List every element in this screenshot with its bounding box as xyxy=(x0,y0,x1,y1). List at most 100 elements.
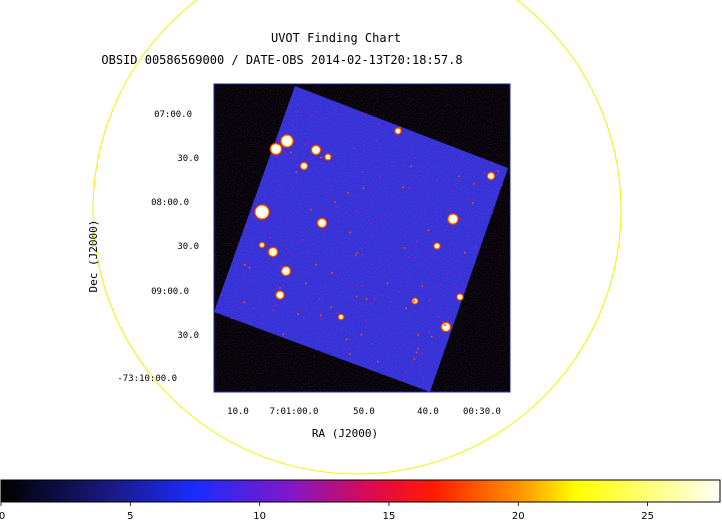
dec-tick: 30.0 xyxy=(177,242,199,252)
noise-pixel xyxy=(444,324,446,326)
noise-pixel xyxy=(458,175,460,178)
noise-pixel xyxy=(355,295,358,298)
star-core xyxy=(269,248,277,256)
noise-pixel xyxy=(455,287,458,289)
noise-pixel xyxy=(386,282,389,285)
noise-pixel xyxy=(248,266,251,269)
star-core xyxy=(271,144,281,154)
noise-pixel xyxy=(421,285,424,287)
noise-pixel xyxy=(375,140,378,143)
noise-pixel xyxy=(391,165,394,168)
noise-pixel xyxy=(336,312,338,314)
noise-pixel xyxy=(356,284,358,287)
noise-pixel xyxy=(290,151,292,154)
noise-pixel xyxy=(399,126,401,129)
noise-pixel xyxy=(295,171,298,173)
noise-pixel xyxy=(414,256,416,259)
noise-pixel xyxy=(376,160,379,162)
noise-pixel xyxy=(369,302,371,304)
ra-axis-ticks: 10.0 7:01:00.0 50.0 40.0 00:30.0 xyxy=(227,407,501,417)
noise-pixel xyxy=(319,318,322,321)
noise-pixel xyxy=(311,114,313,116)
noise-pixel xyxy=(297,313,299,315)
noise-pixel xyxy=(360,333,363,336)
noise-pixel xyxy=(428,331,431,333)
noise-pixel xyxy=(231,317,233,319)
star-core xyxy=(301,163,307,169)
noise-pixel xyxy=(458,271,461,274)
noise-pixel xyxy=(269,237,271,239)
noise-pixel xyxy=(281,267,283,270)
noise-pixel xyxy=(418,365,421,367)
ra-tick: 00:30.0 xyxy=(463,407,501,417)
noise-pixel xyxy=(369,222,372,225)
noise-pixel xyxy=(405,307,407,309)
noise-pixel xyxy=(417,334,420,336)
noise-pixel xyxy=(365,298,368,300)
noise-pixel xyxy=(356,252,359,254)
noise-pixel xyxy=(310,208,312,211)
colorbar-tick-label: 15 xyxy=(383,511,396,521)
noise-pixel xyxy=(336,206,339,208)
noise-pixel xyxy=(345,338,348,340)
noise-pixel xyxy=(353,147,356,150)
noise-pixel xyxy=(285,152,287,155)
star-core xyxy=(312,146,320,154)
noise-pixel xyxy=(459,218,462,220)
noise-pixel xyxy=(418,170,420,172)
noise-pixel xyxy=(245,225,247,228)
star-sources xyxy=(220,109,503,380)
noise-pixel xyxy=(415,351,418,354)
noise-pixel xyxy=(374,298,376,300)
star-core xyxy=(256,206,268,218)
noise-pixel xyxy=(355,254,357,256)
star-core xyxy=(435,244,439,248)
noise-pixel xyxy=(371,343,373,345)
noise-pixel xyxy=(361,285,364,287)
noise-pixel xyxy=(364,320,367,322)
noise-pixel xyxy=(414,157,416,160)
noise-pixel xyxy=(325,151,328,153)
noise-pixel xyxy=(483,172,486,174)
star-core xyxy=(260,243,264,247)
noise-pixel xyxy=(491,161,493,164)
noise-pixel xyxy=(243,264,246,266)
noise-pixel xyxy=(348,285,350,288)
dec-tick: 08:00.0 xyxy=(151,198,189,208)
star-core xyxy=(282,136,292,146)
chart-subtitle: OBSID 00586569000 / DATE-OBS 2014-02-13T… xyxy=(101,53,462,67)
star-core xyxy=(449,215,457,223)
star-core xyxy=(396,129,400,133)
noise-pixel xyxy=(318,297,320,300)
noise-pixel xyxy=(252,307,255,309)
noise-pixel xyxy=(377,361,379,363)
colorbar-tick-label: 25 xyxy=(641,511,654,521)
star-core xyxy=(282,267,290,275)
image-frame xyxy=(213,83,511,393)
dec-tick: 07:00.0 xyxy=(154,110,192,120)
noise-pixel xyxy=(334,201,336,203)
noise-pixel xyxy=(437,316,440,318)
colorbar-tick-label: 10 xyxy=(253,511,266,521)
noise-pixel xyxy=(472,202,474,204)
exposure-field xyxy=(214,86,508,392)
colorbar-ticks: 0 5 10 15 20 25 xyxy=(0,502,654,521)
noise-pixel xyxy=(421,352,423,355)
noise-pixel xyxy=(377,123,380,125)
noise-pixel xyxy=(416,240,418,242)
noise-pixel xyxy=(323,233,325,235)
dec-tick: 30.0 xyxy=(177,331,199,341)
noise-pixel xyxy=(452,190,455,192)
dec-tick: 30.0 xyxy=(177,154,199,164)
noise-pixel xyxy=(405,371,407,374)
noise-pixel xyxy=(473,182,475,185)
noise-pixel xyxy=(276,155,278,158)
noise-pixel xyxy=(331,272,333,274)
noise-pixel xyxy=(427,229,430,232)
noise-pixel xyxy=(407,186,410,189)
noise-pixel xyxy=(410,165,412,168)
noise-pixel xyxy=(361,171,363,174)
star-core xyxy=(318,219,326,227)
colorbar-tick-label: 5 xyxy=(127,511,133,521)
noise-pixel xyxy=(346,212,348,214)
